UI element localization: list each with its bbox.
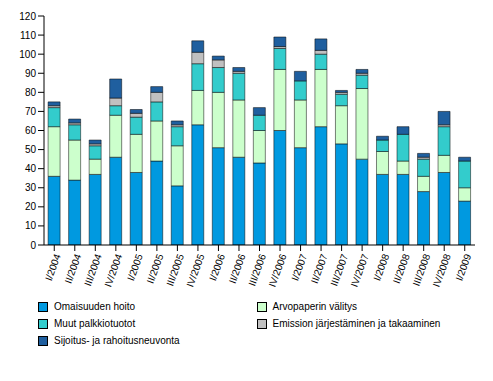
html-text:Sijoitus- ja rahoitusneuvonta: Sijoitus- ja rahoitusneuvonta [54, 335, 180, 346]
html-text:Muut palkkiotuotot: Muut palkkiotuotot [54, 318, 136, 329]
svg-text:IV/2006: IV/2006 [266, 252, 288, 289]
svg-text:80: 80 [25, 87, 37, 98]
svg-text:II/2006: II/2006 [227, 252, 248, 285]
svg-text:10: 10 [25, 220, 37, 231]
svg-text:III/2008: III/2008 [410, 252, 432, 288]
svg-text:IV/2004: IV/2004 [102, 252, 124, 289]
svg-text:III/2004: III/2004 [82, 252, 104, 288]
html-text:Emission järjestäminen ja taka: Emission järjestäminen ja takaaminen [272, 318, 441, 329]
svg-text:IV/2005: IV/2005 [184, 252, 206, 289]
svg-text:110: 110 [20, 30, 36, 41]
svg-text:II/2007: II/2007 [309, 252, 330, 285]
svg-text:IV/2007: IV/2007 [349, 252, 371, 289]
svg-text:I/2004: I/2004 [43, 252, 63, 282]
svg-text:I/2009: I/2009 [453, 252, 473, 282]
svg-text:40: 40 [25, 163, 37, 174]
html-text:Omaisuuden hoito: Omaisuuden hoito [54, 301, 136, 312]
svg-text:IV/2008: IV/2008 [431, 252, 453, 289]
svg-text:I/2005: I/2005 [125, 252, 145, 282]
svg-text:II/2004: II/2004 [63, 252, 84, 285]
svg-text:70: 70 [25, 106, 37, 117]
svg-text:60: 60 [25, 125, 37, 136]
html-text:Arvopaperin välitys: Arvopaperin välitys [272, 301, 357, 312]
svg-text:II/2008: II/2008 [391, 252, 412, 285]
svg-text:120: 120 [19, 11, 36, 22]
svg-text:20: 20 [25, 201, 37, 212]
svg-text:30: 30 [25, 182, 37, 193]
svg-text:0: 0 [30, 240, 36, 251]
svg-text:I/2007: I/2007 [289, 252, 309, 282]
svg-text:I/2008: I/2008 [371, 252, 391, 282]
svg-text:50: 50 [25, 144, 37, 155]
svg-text:III/2005: III/2005 [164, 252, 186, 288]
svg-text:II/2005: II/2005 [145, 252, 166, 285]
svg-text:100: 100 [19, 49, 36, 60]
svg-text:90: 90 [25, 68, 37, 79]
svg-text:I/2006: I/2006 [207, 252, 227, 282]
svg-text:III/2007: III/2007 [328, 252, 350, 288]
svg-text:III/2006: III/2006 [246, 252, 268, 288]
